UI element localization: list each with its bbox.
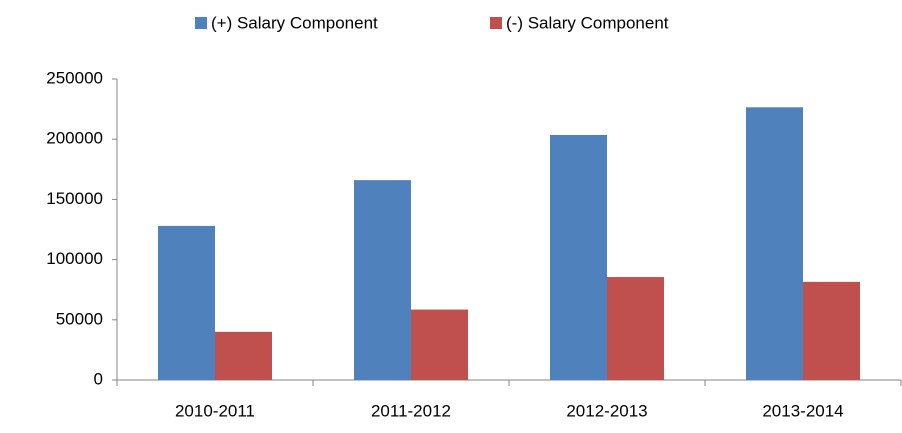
x-tick-label: 2011-2012 bbox=[371, 401, 451, 420]
legend-swatch bbox=[490, 17, 502, 29]
y-tick-label: 150000 bbox=[46, 189, 103, 208]
legend: (+) Salary Component (-) Salary Component bbox=[195, 13, 669, 32]
y-tick-label: 200000 bbox=[46, 129, 103, 148]
bar bbox=[354, 180, 411, 380]
x-tick-label: 2013-2014 bbox=[762, 401, 843, 420]
y-tick-label: 100000 bbox=[46, 249, 103, 268]
bar bbox=[158, 225, 215, 380]
bar bbox=[607, 277, 664, 380]
y-tick-label: 0 bbox=[94, 369, 103, 388]
x-tick-label: 2010-2011 bbox=[175, 401, 255, 420]
y-tick-label: 250000 bbox=[46, 68, 103, 87]
legend-label: (+) Salary Component bbox=[211, 13, 378, 32]
y-tick-label: 50000 bbox=[56, 309, 103, 328]
legend-label: (-) Salary Component bbox=[506, 13, 669, 32]
bar bbox=[215, 331, 272, 380]
bar bbox=[803, 281, 860, 380]
bar bbox=[550, 134, 607, 380]
bar bbox=[746, 107, 803, 380]
bar bbox=[411, 309, 468, 380]
x-tick-label: 2012-2013 bbox=[566, 401, 647, 420]
legend-swatch bbox=[195, 17, 207, 29]
